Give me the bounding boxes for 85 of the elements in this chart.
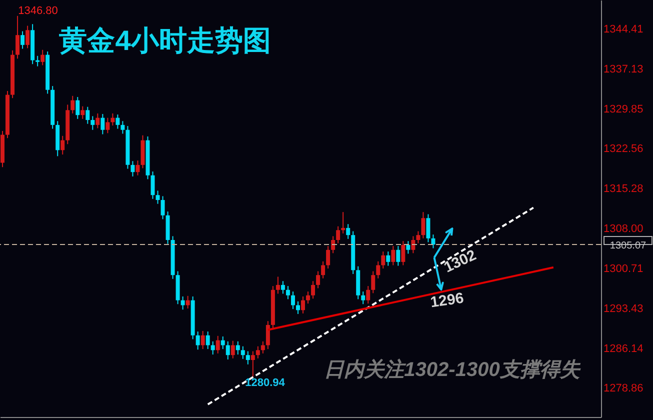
annotation: 1296: [429, 290, 465, 312]
candlestick: [100, 113, 105, 135]
candlestick: [381, 251, 386, 269]
candlestick: [240, 346, 245, 360]
candlestick: [341, 212, 346, 234]
candlestick: [230, 340, 235, 359]
candlestick: [36, 55, 40, 67]
candlestick: [331, 236, 336, 254]
candlestick: [346, 224, 350, 240]
candlestick: [136, 160, 140, 176]
candlestick: [96, 112, 100, 129]
candlestick: [86, 106, 90, 124]
candlestick: [266, 320, 270, 350]
candlestick: [260, 340, 265, 354]
candlestick: [411, 236, 416, 254]
candlestick: [110, 112, 115, 126]
y-tick-label: 1300.71: [604, 262, 644, 275]
y-tick-label: 1308.00: [604, 223, 644, 235]
candlestick: [246, 350, 250, 365]
annotation: 日内关注1302-1300支撑得失: [324, 358, 581, 381]
candlestick: [431, 234, 436, 249]
candlestick: [321, 260, 326, 279]
candlestick: [426, 214, 430, 243]
candlestick: [401, 240, 406, 266]
candlestick: [220, 336, 225, 350]
candlestick: [186, 295, 190, 310]
candlestick: [80, 106, 85, 120]
candlestick: [210, 340, 215, 356]
candlestick: [416, 230, 420, 244]
candlestick: [16, 15, 20, 60]
candlestick: [60, 135, 65, 156]
candlestick: [386, 251, 390, 266]
y-tick-label: 1278.86: [604, 382, 644, 395]
candlestick: [366, 286, 370, 304]
y-tick-label: 1329.85: [604, 103, 644, 116]
candlestick: [316, 270, 320, 289]
candlestick: [236, 340, 240, 356]
candlestick: [391, 246, 396, 266]
candlestick: [150, 171, 155, 200]
candlestick: [280, 280, 285, 294]
candlestick: [276, 276, 280, 294]
y-tick-label: 1315.28: [604, 183, 644, 196]
candlestick: [156, 190, 160, 204]
candlestick: [76, 96, 80, 120]
y-tick-label: 1286.14: [604, 342, 644, 355]
annotation: 1302: [441, 246, 479, 276]
candlestick: [326, 246, 330, 269]
candlestick: [256, 346, 260, 359]
candlestick: [216, 335, 220, 354]
candlestick: [196, 331, 200, 350]
y-tick-label: 1322.56: [604, 143, 644, 156]
candlestick: [206, 331, 210, 350]
candlestick: [226, 340, 230, 360]
candlestick: [180, 296, 185, 310]
candlestick: [376, 260, 380, 279]
candlestick: [371, 270, 376, 294]
annotation: 1280.94: [245, 377, 286, 389]
candlestick: [106, 117, 110, 134]
candlestick: [296, 300, 300, 314]
y-tick-label: 1344.41: [604, 23, 644, 36]
candlestick: [361, 291, 366, 305]
y-tick-label: 1293.43: [604, 302, 644, 315]
candlestick: [160, 196, 165, 220]
candlestick: [40, 49, 45, 66]
candlestick: [290, 291, 295, 310]
candlestick: [336, 226, 340, 244]
annotation: 1346.80: [18, 5, 58, 17]
candlestick: [90, 116, 95, 130]
candlestick: [301, 296, 306, 314]
candlestick: [311, 280, 316, 300]
candlestick: [120, 120, 125, 134]
candlestick: [130, 160, 135, 177]
candlestick: [116, 114, 120, 130]
candlestick: [286, 286, 290, 300]
candlestick: [250, 350, 255, 378]
candlestick: [70, 95, 75, 114]
candlestick: [200, 330, 205, 350]
candlestick: [396, 246, 400, 266]
text: 黄金4小时走势图: [58, 25, 271, 56]
candlestick: [306, 291, 310, 304]
candlestick: [20, 30, 25, 50]
candlestick: [406, 240, 410, 254]
candlestick: [421, 212, 426, 239]
candlestick: [26, 25, 30, 49]
y-tick-label: 1337.13: [604, 63, 644, 76]
